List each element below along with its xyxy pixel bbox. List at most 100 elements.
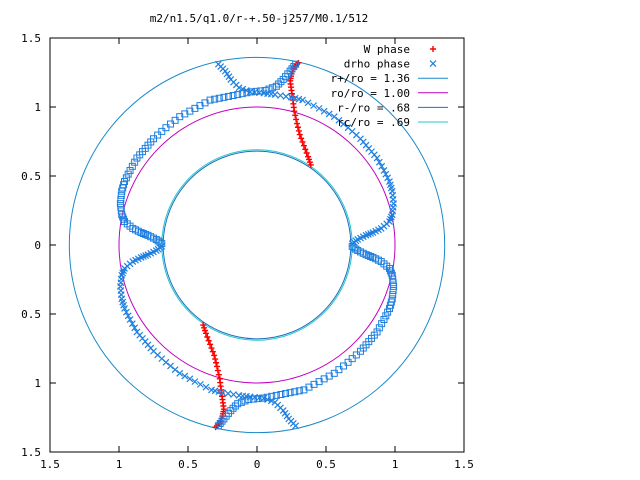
square-point [243,89,251,97]
square-point [390,282,398,290]
x-point [128,320,136,328]
square-point [382,312,390,320]
chart-title: m2/n1.5/q1.0/r-+.50-j257/M0.1/512 [150,12,369,25]
square-point [257,87,265,95]
square-point [261,86,269,94]
square-point [231,402,239,410]
square-point [388,271,396,279]
plus-point [213,359,220,366]
plus-point [300,142,307,149]
square-point [117,195,125,203]
square-point [128,162,136,170]
x-point [373,154,381,162]
x-point [271,91,279,99]
x-point [171,366,179,374]
square-point [162,124,170,132]
x-point [124,312,132,320]
plus-point [212,356,219,363]
square-point [122,174,130,182]
square-point [158,240,166,248]
x-point [375,158,383,166]
square-point [216,419,224,427]
square-point [387,269,395,277]
x-point [235,391,243,399]
x-point [196,380,204,388]
x-point [310,102,318,110]
plus-point [200,322,207,329]
x-point [320,107,328,115]
x-tick-label: 0.5 [178,458,198,471]
plus-point [211,352,218,359]
square-point [369,253,377,261]
plus-point [215,371,222,378]
square-point [241,397,249,405]
plus-point [293,116,300,123]
plus-point [209,348,216,355]
square-point [277,78,285,86]
y-tick-label: 1.5 [21,32,41,45]
square-point [265,85,273,93]
square-point [124,170,132,178]
plus-point [303,150,310,156]
square-point [295,387,303,395]
square-point [119,213,127,221]
square-point [388,295,396,303]
legend-label: r-/ro = .68 [337,101,410,114]
x-point [202,383,210,391]
legend-label: ro/ro = 1.00 [331,87,410,100]
square-point [282,390,290,398]
square-point [389,287,397,295]
plus-point [306,159,313,166]
square-point [126,166,134,174]
square-point [224,92,232,100]
square-point [350,244,358,252]
square-point [384,308,392,316]
square-point [348,355,356,363]
plus-point [305,153,312,160]
x-point [330,113,338,121]
square-point [158,127,166,135]
square-point [380,316,388,324]
legend-label: rc/ro = .69 [337,116,410,129]
reference-circle [68,56,446,434]
square-point [229,92,237,99]
plus-point [213,363,220,370]
square-point [330,369,338,377]
square-point [386,267,394,275]
x-point [208,386,215,394]
square-point [335,366,343,374]
square-point [227,407,235,415]
x-point [230,391,237,398]
square-point [352,351,360,359]
square-point [234,91,242,99]
square-point [156,238,164,246]
x-tick-label: 0.5 [316,458,336,471]
square-point [137,229,145,237]
plus-point [292,112,299,119]
square-point [389,291,397,299]
x-tick-label: 0 [254,458,261,471]
square-point [290,63,298,71]
plus-point [294,120,301,127]
x-point [186,375,194,383]
square-point [254,395,262,403]
square-point [154,131,162,139]
square-point [286,389,294,397]
x-point [131,324,139,332]
x-point [340,120,347,128]
square-point [116,200,124,208]
plus-point [208,345,215,352]
reference-circle [162,150,352,340]
square-point [252,87,260,95]
x-point [235,84,243,92]
square-point [373,328,381,336]
x-point [122,308,130,316]
x-point [325,110,333,118]
square-point [167,120,175,128]
square-point [364,252,372,260]
square-point [139,230,147,237]
y-tick-label: 1.5 [21,446,41,459]
square-point [263,393,271,401]
phase-points [116,59,398,431]
square-point [344,358,352,366]
